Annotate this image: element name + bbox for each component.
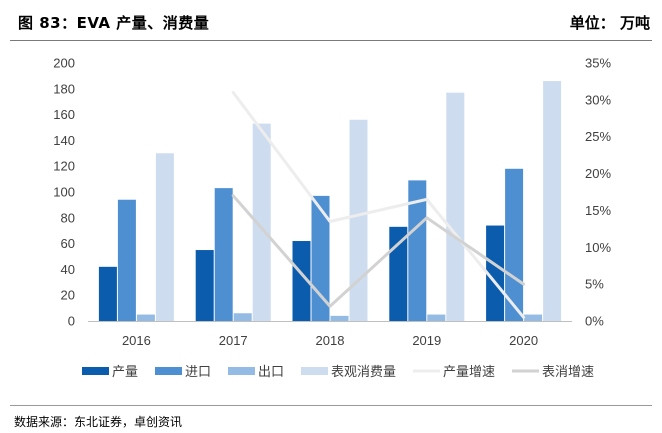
y-right-tick-label: 0% [585, 314, 604, 329]
source-note: 数据来源：东北证券，卓创资讯 [14, 415, 183, 429]
bar-2-2017 [233, 313, 252, 321]
x-tick-label: 2016 [122, 333, 151, 348]
x-tick-label: 2018 [316, 333, 345, 348]
y-right-tick-label: 20% [585, 166, 611, 181]
legend-label-5: 表消增速 [542, 364, 594, 379]
bar-3-2019 [446, 92, 465, 321]
x-tick-label: 2020 [509, 333, 538, 348]
bar-3-2018 [349, 119, 368, 321]
y-right-tick-label: 25% [585, 129, 611, 144]
y-left-tick-label: 20 [61, 288, 75, 303]
y-left-tick-label: 100 [53, 185, 75, 200]
chart-header: 图 83：EVA 产量、消费量 单位： 万吨 [10, 6, 650, 34]
y-left-tick-label: 160 [53, 107, 75, 122]
legend-swatch-2 [228, 367, 255, 375]
bar-1-2019 [408, 180, 427, 321]
bar-0-2016 [98, 266, 117, 321]
y-left-tick-label: 140 [53, 133, 75, 148]
legend-label-2: 出口 [258, 364, 284, 379]
bar-3-2020 [543, 81, 562, 321]
top-divider [10, 40, 652, 41]
legend-label-3: 表观消费量 [331, 364, 396, 379]
y-right-tick-label: 30% [585, 92, 611, 107]
bar-2-2016 [136, 314, 155, 321]
y-right-tick-label: 5% [585, 277, 604, 292]
y-left-tick-label: 40 [61, 262, 75, 277]
y-right-tick-label: 10% [585, 240, 611, 255]
y-left-tick-label: 0 [68, 314, 75, 329]
line-series-0 [231, 90, 526, 319]
chart-title: 图 83：EVA 产量、消费量 [18, 14, 210, 32]
legend-label-4: 产量增速 [443, 364, 495, 379]
bar-2-2018 [330, 315, 349, 321]
legend-label-1: 进口 [185, 364, 211, 379]
bar-0-2019 [389, 226, 408, 321]
y-right-tick-label: 15% [585, 203, 611, 218]
bar-3-2017 [252, 123, 271, 321]
x-tick-label: 2019 [412, 333, 441, 348]
y-left-tick-label: 200 [53, 56, 75, 71]
bar-0-2017 [195, 250, 214, 321]
bottom-divider [10, 405, 652, 406]
legend-swatch-3 [301, 367, 328, 375]
bar-1-2017 [214, 188, 233, 321]
y-left-tick-label: 120 [53, 159, 75, 174]
line-series-1 [231, 194, 526, 308]
y-right-tick-label: 35% [585, 56, 611, 71]
bar-0-2018 [292, 241, 311, 321]
bar-2-2020 [524, 314, 543, 321]
y-left-tick-label: 80 [61, 210, 75, 225]
bar-2-2019 [427, 314, 446, 321]
unit-label: 单位： 万吨 [569, 14, 650, 32]
legend-swatch-0 [82, 367, 109, 375]
y-left-tick-label: 180 [53, 81, 75, 96]
bar-0-2020 [486, 225, 505, 321]
y-left-tick-label: 60 [61, 236, 75, 251]
x-tick-label: 2017 [219, 333, 248, 348]
legend-swatch-1 [155, 367, 182, 375]
legend-label-0: 产量 [112, 364, 138, 379]
bar-1-2016 [117, 199, 136, 321]
bar-3-2016 [155, 153, 174, 321]
bar-1-2020 [505, 168, 524, 321]
